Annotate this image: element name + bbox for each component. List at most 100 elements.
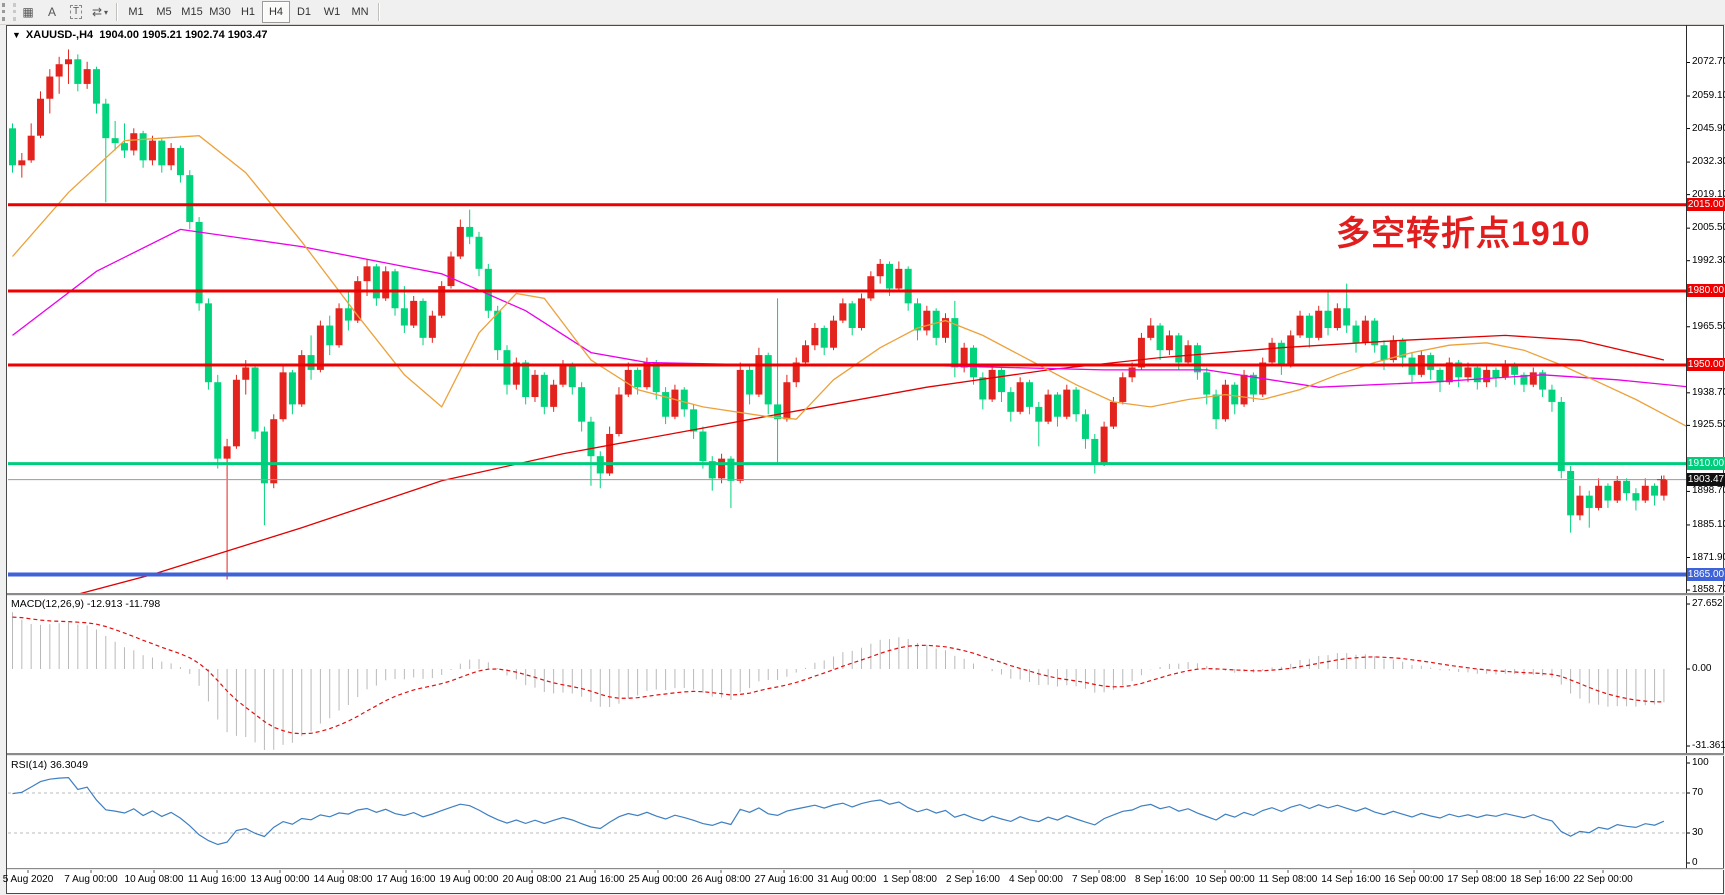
rsi-tick-label: 70 <box>1692 787 1704 798</box>
candle <box>1352 325 1360 343</box>
x-axis-label: 14 Aug 08:00 <box>313 874 373 885</box>
candle <box>708 461 716 479</box>
toolbar: ▦ A T ⇄ ▾ M1 M5 M15 M30 H1 H4 D1 W1 MN <box>0 0 1725 25</box>
x-axis-label: 19 Aug 00:00 <box>439 874 499 885</box>
candle <box>839 303 847 321</box>
candle <box>456 226 464 257</box>
candle <box>1119 377 1127 402</box>
candle <box>1660 479 1668 496</box>
arrange-arrows-icon[interactable]: ⇄ ▾ <box>89 2 111 22</box>
timeframe-button-M1[interactable]: M1 <box>128 6 144 18</box>
x-axis-label: 22 Sep 00:00 <box>1573 874 1633 885</box>
candle <box>298 355 306 405</box>
candle <box>382 271 390 299</box>
candle <box>1035 406 1043 422</box>
candle <box>1156 325 1164 351</box>
candle <box>83 69 91 84</box>
timeframe-button-W1[interactable]: W1 <box>323 6 341 18</box>
candle <box>1641 485 1649 501</box>
candle <box>344 308 352 321</box>
toolbar-grip[interactable] <box>2 3 16 21</box>
timeframe-button-H4[interactable]: H4 <box>262 1 290 23</box>
candle <box>820 327 828 348</box>
candle <box>1277 342 1285 365</box>
x-axis-label: 26 Aug 08:00 <box>691 874 751 885</box>
timeframe-button-MN[interactable]: MN <box>351 6 369 18</box>
candle <box>1632 493 1640 501</box>
candle <box>419 300 427 338</box>
candle <box>802 345 810 363</box>
candle <box>36 98 44 136</box>
candle <box>783 382 791 420</box>
candle <box>923 310 931 331</box>
candle <box>727 458 735 481</box>
price-tag-1950.00: 1950.00 <box>1687 357 1725 371</box>
symbol-name: XAUUSD-,H4 <box>25 29 94 41</box>
candle <box>559 364 567 385</box>
pane-splitter[interactable] <box>7 593 1724 596</box>
chart-window[interactable] <box>6 25 1724 894</box>
candle <box>1016 382 1024 412</box>
rsi-tick-label: 0 <box>1692 857 1698 868</box>
timeframe-button-M30[interactable]: M30 <box>209 6 231 18</box>
candle <box>27 135 35 161</box>
price-tick-label: 2019.10 <box>1692 188 1725 200</box>
rsi-line <box>12 776 1665 846</box>
x-axis-label: 11 Sep 08:00 <box>1258 874 1318 885</box>
x-axis-label: 20 Aug 08:00 <box>502 874 562 885</box>
candle <box>214 382 222 459</box>
x-axis-label: 13 Aug 00:00 <box>250 874 310 885</box>
candle <box>988 369 996 400</box>
price-tick-label: 1885.10 <box>1692 518 1725 530</box>
candle <box>1427 355 1435 370</box>
price-tick-label: 1938.70 <box>1692 386 1725 398</box>
arrange-glyph: ⇄ <box>91 5 103 19</box>
macd-tick-label: 0.00 <box>1692 663 1712 674</box>
candle <box>1436 369 1444 383</box>
candle <box>1492 369 1500 378</box>
candle <box>718 458 726 479</box>
candle <box>1315 310 1323 338</box>
x-axis-label: 11 Aug 16:00 <box>187 874 247 885</box>
candle <box>260 431 268 484</box>
candle <box>251 367 259 432</box>
timeframe-button-M15[interactable]: M15 <box>181 6 203 18</box>
symbol-ohlc-readout[interactable]: ▼ XAUUSD-,H4 1904.00 1905.21 1902.74 1903… <box>12 29 268 41</box>
candle <box>830 320 838 348</box>
price-tag-1865.00: 1865.00 <box>1687 567 1725 581</box>
candle <box>550 384 558 407</box>
rsi-tick-label: 100 <box>1692 757 1709 768</box>
chart-grid-icon[interactable]: ▦ <box>22 5 34 19</box>
candle <box>1539 372 1547 390</box>
x-axis-label: 10 Aug 08:00 <box>124 874 184 885</box>
candle <box>904 268 912 304</box>
text-box-icon[interactable]: T <box>65 2 87 22</box>
candle <box>111 138 119 144</box>
pane-splitter[interactable] <box>7 753 1724 756</box>
candle <box>270 419 278 484</box>
chevron-down-icon: ▾ <box>104 7 109 17</box>
price-tick-label: 1858.70 <box>1692 584 1725 596</box>
x-axis-label: 7 Aug 00:00 <box>64 874 118 885</box>
candle <box>1567 470 1575 516</box>
candle <box>1165 335 1173 351</box>
candle <box>1511 364 1519 375</box>
candle <box>1557 401 1565 471</box>
price-axis-border <box>1686 25 1687 869</box>
candle <box>540 374 548 407</box>
timeframe-button-M5[interactable]: M5 <box>156 6 172 18</box>
text-label-icon[interactable]: A <box>47 5 56 19</box>
timeframe-button-H1[interactable]: H1 <box>240 6 256 18</box>
candle <box>316 325 324 370</box>
macd-label: MACD(12,26,9) <box>11 598 84 610</box>
candle <box>1212 394 1220 420</box>
timeframe-button-D1[interactable]: D1 <box>296 6 312 18</box>
candle <box>1007 392 1015 412</box>
candle <box>867 276 875 299</box>
candle <box>624 369 632 395</box>
x-axis-label: 16 Sep 00:00 <box>1384 874 1444 885</box>
candle <box>960 347 968 368</box>
symbol-dropdown-icon[interactable]: ▼ <box>12 30 21 40</box>
